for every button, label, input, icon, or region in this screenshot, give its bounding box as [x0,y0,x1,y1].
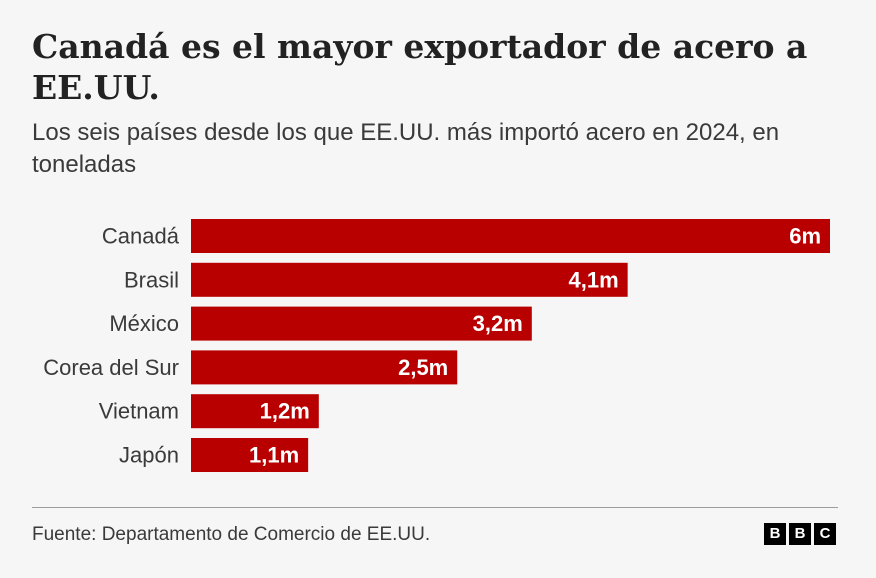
chart-title: Canadá es el mayor exportador de acero a… [32,27,808,107]
source-note: Fuente: Departamento de Comercio de EE.U… [32,524,431,545]
category-label: Canadá [102,224,180,249]
bar-0 [191,219,830,253]
value-label: 3,2m [473,311,523,336]
category-label: Japón [119,443,179,468]
chart-subtitle: Los seis países desde los que EE.UU. más… [32,119,780,178]
value-label: 6m [789,224,821,249]
bar-5 [191,438,309,472]
category-label: Vietnam [99,399,179,424]
bar-2 [191,306,532,341]
value-label: 1,1m [249,443,299,468]
bbc-logo-letter: B [764,523,786,545]
bar-3 [191,350,458,385]
bar-chart: Canadá 6m Brasil 4,1m México 3,2m Corea del Su… [43,219,830,472]
value-label: 4,1m [568,267,618,292]
value-label: 1,2m [260,399,310,424]
value-label: 2,5m [398,355,448,380]
bbc-logo: B B C [764,523,836,545]
bar-1 [191,262,628,297]
bbc-logo-letter: B [789,523,811,545]
category-label: Brasil [124,267,179,292]
footer-divider [32,507,838,508]
bar-4 [191,394,319,429]
category-label: Corea del Sur [43,355,179,380]
category-label: México [109,311,179,336]
bbc-logo-letter: C [814,523,836,545]
